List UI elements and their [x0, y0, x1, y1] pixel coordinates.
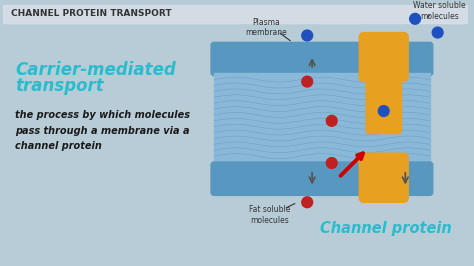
Circle shape — [326, 158, 337, 168]
FancyBboxPatch shape — [359, 32, 408, 82]
FancyBboxPatch shape — [359, 153, 408, 202]
Circle shape — [432, 27, 443, 38]
Text: transport: transport — [15, 77, 104, 95]
Bar — [214, 73, 430, 163]
FancyBboxPatch shape — [211, 42, 433, 76]
Text: Plasma
membrane: Plasma membrane — [245, 18, 287, 37]
Bar — [3, 5, 468, 23]
Circle shape — [326, 115, 337, 126]
Circle shape — [302, 30, 312, 41]
Circle shape — [302, 76, 312, 87]
Text: the process by which molecules
pass through a membrane via a
channel protein: the process by which molecules pass thro… — [15, 110, 190, 151]
Text: Fat soluble
molecules: Fat soluble molecules — [249, 205, 291, 225]
Text: Channel protein: Channel protein — [320, 221, 452, 236]
Text: Water soluble
molecules: Water soluble molecules — [413, 1, 466, 21]
Text: CHANNEL PROTEIN TRANSPORT: CHANNEL PROTEIN TRANSPORT — [11, 9, 172, 18]
Text: Carrier-mediated: Carrier-mediated — [15, 61, 176, 79]
Circle shape — [410, 13, 420, 24]
FancyBboxPatch shape — [211, 162, 433, 195]
FancyBboxPatch shape — [366, 74, 401, 134]
Circle shape — [302, 197, 312, 208]
Circle shape — [378, 106, 389, 117]
